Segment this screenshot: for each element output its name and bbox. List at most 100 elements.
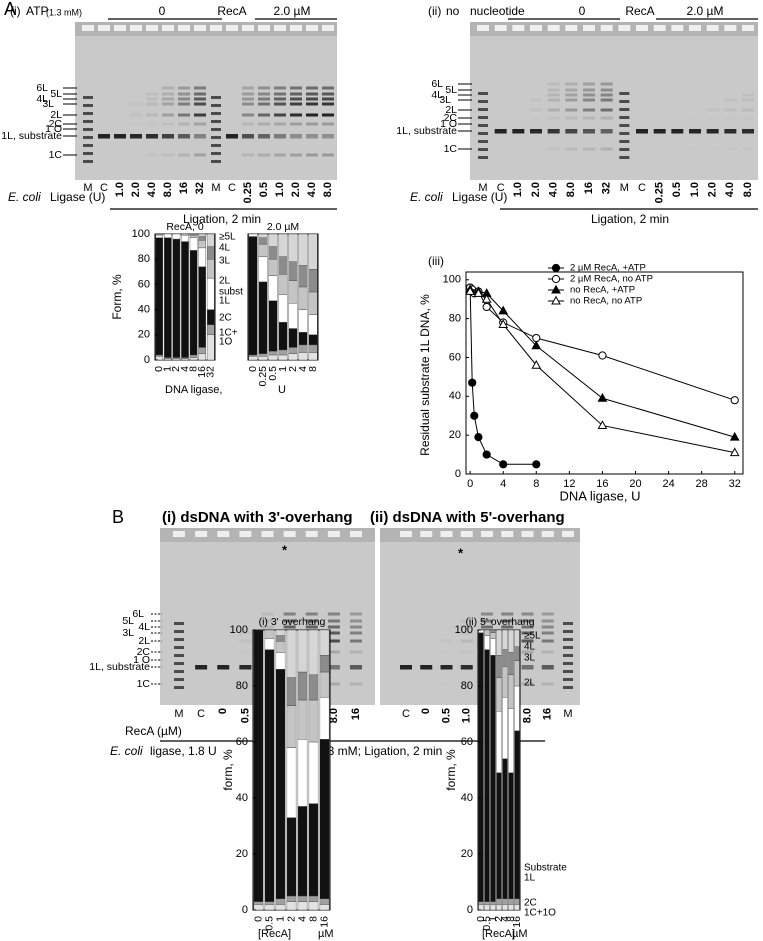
bar-segment bbox=[297, 629, 308, 673]
product-band bbox=[521, 631, 534, 635]
substrate-band bbox=[724, 129, 737, 134]
substrate-band bbox=[460, 665, 473, 670]
ladder-band bbox=[174, 686, 184, 689]
product-band bbox=[306, 97, 318, 101]
product-band bbox=[565, 98, 578, 102]
bar-segment bbox=[268, 259, 278, 276]
ladder-band bbox=[478, 92, 488, 95]
substrate-band bbox=[239, 665, 252, 670]
product-band bbox=[305, 612, 318, 616]
ladder-band bbox=[619, 156, 630, 159]
bar-segment bbox=[502, 758, 508, 899]
x-tick-label: 24 bbox=[662, 478, 674, 490]
substrate-band bbox=[440, 665, 453, 670]
x-tick-label: 8 bbox=[307, 366, 319, 372]
ladder-band bbox=[174, 654, 184, 657]
y-tick-label: 80 bbox=[236, 680, 248, 692]
ladder-band bbox=[478, 124, 488, 127]
ladder-band bbox=[563, 678, 573, 681]
product-band bbox=[290, 113, 302, 117]
legend-marker bbox=[551, 284, 561, 294]
substrate-band bbox=[146, 134, 158, 139]
bar-segment bbox=[319, 697, 330, 740]
ladder-band bbox=[174, 630, 184, 633]
x-tick-label: 1 bbox=[277, 366, 289, 372]
bar-segment bbox=[514, 898, 520, 905]
bar-segment bbox=[484, 901, 490, 905]
product-band bbox=[600, 82, 613, 86]
bar-segment bbox=[514, 646, 520, 661]
segment-label: Substrate bbox=[524, 863, 567, 874]
well bbox=[327, 531, 340, 537]
x-tick-label: 4 bbox=[179, 366, 191, 372]
product-band bbox=[547, 88, 560, 92]
ladder-band bbox=[211, 160, 221, 163]
bar-segment bbox=[275, 635, 286, 642]
product-band bbox=[481, 619, 493, 623]
well bbox=[706, 25, 719, 31]
x-tick-label: 16 bbox=[596, 478, 608, 490]
substrate-band bbox=[350, 665, 362, 670]
circle-band bbox=[547, 147, 560, 151]
segment-label: 1C+ bbox=[219, 328, 238, 339]
product-band bbox=[530, 98, 542, 102]
bar-segment bbox=[268, 246, 278, 260]
bar-segment bbox=[490, 904, 496, 911]
well bbox=[565, 25, 578, 31]
well bbox=[290, 25, 302, 31]
circle-band bbox=[689, 148, 701, 151]
bar-segment bbox=[286, 705, 297, 748]
bar-segment bbox=[308, 901, 319, 911]
bar-segment bbox=[298, 332, 308, 346]
ladder-band bbox=[619, 148, 630, 151]
substrate-band bbox=[494, 129, 507, 134]
well bbox=[724, 25, 737, 31]
circle-band bbox=[441, 651, 453, 654]
product-band bbox=[242, 102, 254, 106]
x-tick-label: 4 bbox=[296, 916, 308, 922]
ladder-band bbox=[211, 144, 221, 147]
bar-segment bbox=[308, 334, 318, 346]
segment-label: 2C bbox=[219, 313, 232, 324]
product-band bbox=[261, 612, 274, 616]
lane-label: 2.0 bbox=[290, 182, 302, 197]
lane-label: 8.0 bbox=[328, 708, 340, 723]
series-line bbox=[470, 288, 735, 438]
substrate-band bbox=[636, 129, 648, 134]
bar-segment bbox=[278, 354, 288, 361]
substrate-band bbox=[306, 134, 318, 139]
lane-label: C bbox=[497, 182, 505, 194]
lane-label: 16 bbox=[178, 182, 190, 194]
y-tick-label: 20 bbox=[138, 329, 150, 341]
circle-band bbox=[306, 122, 318, 126]
bar-segment bbox=[264, 904, 275, 911]
y-tick-label: 100 bbox=[443, 274, 461, 286]
x-tick-label: 20 bbox=[629, 478, 641, 490]
band-label: 5L bbox=[445, 84, 457, 96]
ladder-band bbox=[563, 670, 573, 673]
circle-band bbox=[350, 650, 362, 654]
substrate-band bbox=[114, 134, 126, 139]
product-band bbox=[460, 619, 473, 623]
segment-label: ≥5L bbox=[219, 232, 236, 243]
segment-label: 1O bbox=[219, 337, 233, 348]
bar-segment bbox=[297, 895, 308, 902]
circle-band bbox=[194, 153, 206, 157]
bar-segment bbox=[288, 328, 298, 348]
product-band bbox=[541, 639, 554, 643]
bar-segment bbox=[308, 803, 319, 897]
ladder-band bbox=[478, 132, 488, 135]
band-label: 2C bbox=[444, 112, 458, 124]
ladder-band bbox=[563, 630, 573, 633]
product-band bbox=[162, 86, 174, 90]
circle-band bbox=[461, 651, 473, 654]
chart-title: (ii) 5' overhang bbox=[465, 616, 534, 628]
bar-segment bbox=[508, 629, 514, 653]
ladder-band bbox=[211, 96, 221, 99]
product-band bbox=[322, 113, 334, 117]
band-label: 3L bbox=[42, 98, 54, 110]
bar-segment bbox=[258, 281, 268, 354]
product-band bbox=[290, 102, 302, 106]
ladder-band bbox=[619, 108, 630, 111]
product-band bbox=[322, 86, 334, 90]
